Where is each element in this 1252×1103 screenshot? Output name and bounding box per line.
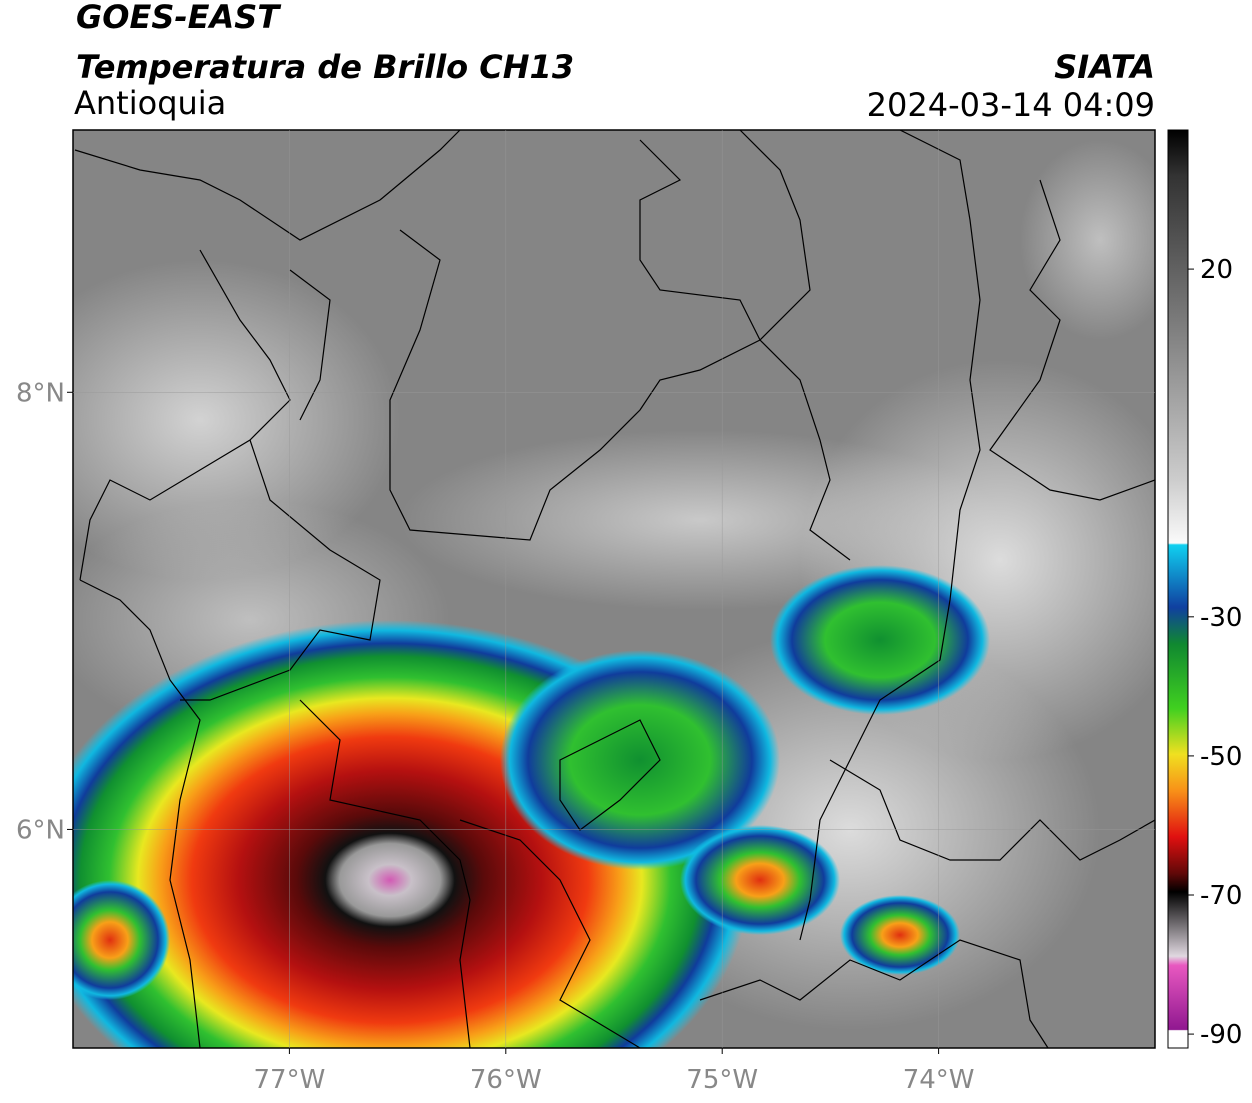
- satellite: GOES-EAST: [76, 0, 281, 36]
- x-tick-label: 76°W: [470, 1065, 542, 1095]
- colorbar-tick-label: -50: [1200, 742, 1242, 772]
- region: Antioquia: [74, 84, 226, 122]
- y-tick-label: 6°N: [16, 815, 65, 845]
- x-tick-label: 74°W: [903, 1065, 975, 1095]
- imagery: [73, 130, 1155, 1048]
- y-tick-label: 8°N: [16, 378, 65, 408]
- colorbar-tick-label: -70: [1200, 881, 1242, 911]
- colorbar-tick-label: -30: [1200, 603, 1242, 633]
- source: SIATA: [1054, 48, 1155, 86]
- x-tick-label: 75°W: [686, 1065, 758, 1095]
- grid: [73, 130, 1155, 1048]
- title: Temperatura de Brillo CH13: [76, 48, 574, 86]
- colorbar-tick-label: 20: [1200, 255, 1233, 285]
- map-frame: [72, 129, 1156, 1049]
- datetime: 2024-03-14 04:09: [867, 86, 1155, 124]
- colorbar-tick-label: -90: [1200, 1020, 1242, 1050]
- colorbar: [1167, 129, 1189, 1049]
- x-tick-label: 77°W: [254, 1065, 326, 1095]
